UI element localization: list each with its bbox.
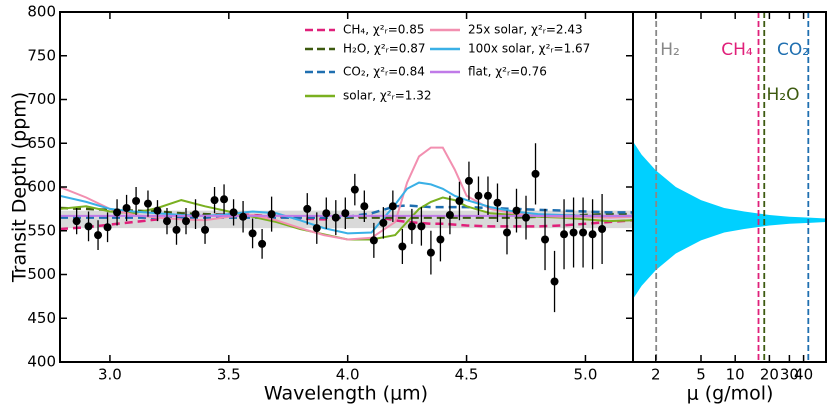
data-point	[398, 242, 407, 251]
data-point	[122, 204, 131, 212]
data-point	[113, 208, 122, 217]
y-tick-label: 650	[27, 134, 56, 152]
y-tick-label: 400	[27, 353, 56, 371]
x-tick-label: 4.5	[455, 366, 479, 384]
data-point	[94, 231, 103, 240]
model-line	[60, 206, 633, 219]
data-point	[588, 230, 597, 239]
data-point	[220, 195, 229, 204]
data-point	[426, 248, 435, 257]
legend-label: H₂O, χ²ᵣ=0.87	[343, 42, 426, 56]
data-point	[350, 185, 359, 194]
data-point	[162, 217, 171, 226]
data-point	[493, 198, 502, 207]
data-point	[445, 211, 454, 219]
legend-label: 25x solar, χ²ᵣ=2.43	[468, 23, 583, 37]
data-point	[598, 225, 607, 233]
data-point	[474, 191, 483, 200]
x-tick-label: 30	[780, 366, 799, 384]
y-tick-label: 700	[27, 90, 56, 108]
y-axis-label: Transit Depth (ppm)	[9, 92, 31, 283]
data-point	[541, 235, 550, 244]
data-point	[143, 199, 152, 208]
data-point	[341, 209, 350, 218]
data-point	[483, 191, 492, 200]
data-point	[560, 230, 569, 239]
data-point	[388, 202, 397, 211]
axes-frame	[632, 11, 827, 363]
data-point	[258, 239, 267, 248]
data-point	[550, 277, 559, 286]
data-point	[436, 235, 445, 244]
data-point	[132, 197, 141, 205]
legend-label: CH₄, χ²ᵣ=0.85	[343, 23, 424, 37]
data-point	[267, 210, 276, 219]
data-point	[360, 202, 369, 211]
marker-label: CH₄	[721, 40, 753, 60]
data-point	[72, 217, 81, 226]
legend-label: solar, χ²ᵣ=1.32	[343, 89, 431, 103]
data-point	[201, 225, 210, 234]
marker-label: CO₂	[777, 40, 809, 60]
x-tick-label: 3.0	[98, 366, 122, 384]
envelope	[633, 141, 826, 299]
plot-area	[60, 143, 633, 313]
data-point	[172, 225, 181, 234]
y-tick-label: 750	[27, 46, 56, 64]
data-point	[191, 210, 200, 219]
legend-label: CO₂, χ²ᵣ=0.84	[343, 65, 425, 79]
x-tick-label: 3.5	[217, 366, 241, 384]
data-point	[182, 217, 191, 226]
data-point	[210, 196, 219, 205]
data-point	[531, 169, 540, 178]
data-point	[153, 206, 162, 215]
marker-label: H₂O	[767, 85, 800, 105]
x-tick-label: 40	[794, 366, 813, 384]
data-point	[407, 222, 416, 231]
data-point	[103, 223, 112, 232]
x-tick-label: 5	[696, 366, 706, 384]
data-point	[239, 212, 248, 221]
y-tick-label: 450	[27, 309, 56, 327]
data-point	[331, 213, 340, 222]
y-tick-label: 500	[27, 265, 56, 283]
x-axis-label: Wavelength (μm)	[264, 383, 428, 405]
data-point	[464, 176, 473, 185]
x-tick-label: 4.0	[336, 366, 360, 384]
x-tick-label: 20	[760, 366, 779, 384]
plot-area	[633, 12, 826, 362]
x-tick-label: 10	[726, 366, 745, 384]
data-point	[84, 222, 93, 231]
marker-label: H₂	[660, 40, 680, 60]
data-point	[379, 218, 388, 227]
y-tick-label: 800	[27, 3, 56, 21]
data-point	[512, 206, 521, 215]
data-point	[322, 209, 331, 218]
data-point	[455, 197, 464, 205]
data-point	[569, 228, 578, 237]
data-point	[312, 224, 321, 233]
data-point	[369, 236, 378, 245]
x-tick-label: 5.0	[574, 366, 598, 384]
legend-label: 100x solar, χ²ᵣ=1.67	[468, 42, 590, 56]
y-tick-label: 550	[27, 221, 56, 239]
x-tick-label: 2	[651, 366, 661, 384]
data-point	[522, 213, 531, 222]
data-point	[229, 208, 238, 217]
data-point	[579, 228, 588, 237]
data-point	[303, 204, 312, 213]
x-axis-label: μ (g/mol)	[687, 383, 774, 405]
data-point	[248, 229, 257, 238]
data-point	[417, 222, 426, 231]
legend-label: flat, χ²ᵣ=0.76	[468, 65, 547, 79]
y-tick-label: 600	[27, 178, 56, 196]
data-point	[502, 228, 511, 237]
